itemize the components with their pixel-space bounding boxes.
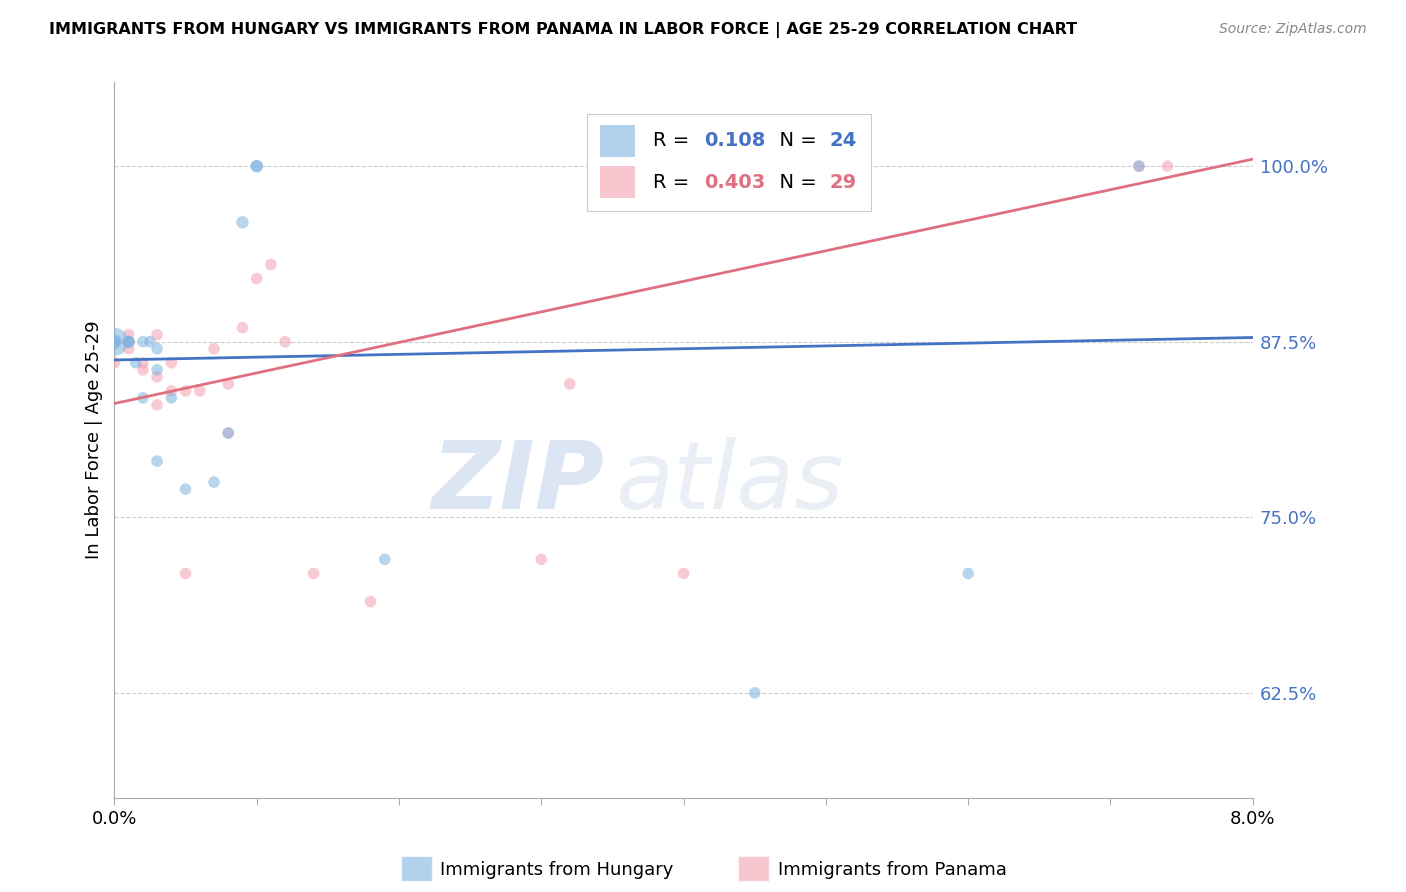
Point xyxy=(246,159,269,173)
Point xyxy=(117,327,139,342)
Point xyxy=(117,334,139,349)
Point xyxy=(146,398,169,412)
Point xyxy=(217,376,239,391)
Point xyxy=(103,356,125,370)
Point xyxy=(558,376,581,391)
Point xyxy=(132,356,155,370)
Point xyxy=(103,334,125,349)
Point xyxy=(117,334,139,349)
Point xyxy=(125,356,148,370)
Point xyxy=(957,566,980,581)
Point xyxy=(174,482,197,496)
Point xyxy=(217,425,239,440)
Point xyxy=(132,334,155,349)
Point xyxy=(103,334,125,349)
Text: atlas: atlas xyxy=(616,437,844,528)
Point xyxy=(231,215,253,229)
Point xyxy=(160,384,183,398)
Point xyxy=(160,391,183,405)
Text: IMMIGRANTS FROM HUNGARY VS IMMIGRANTS FROM PANAMA IN LABOR FORCE | AGE 25-29 COR: IMMIGRANTS FROM HUNGARY VS IMMIGRANTS FR… xyxy=(49,22,1077,38)
Point xyxy=(672,566,695,581)
Point xyxy=(146,369,169,384)
Point xyxy=(744,686,766,700)
Text: R =: R = xyxy=(652,173,696,192)
Text: ZIP: ZIP xyxy=(432,437,605,529)
Point xyxy=(117,342,139,356)
Bar xyxy=(586,114,872,211)
Point xyxy=(103,334,125,349)
Point xyxy=(374,552,396,566)
Y-axis label: In Labor Force | Age 25-29: In Labor Force | Age 25-29 xyxy=(86,321,103,559)
Point xyxy=(246,271,269,285)
Point xyxy=(146,342,169,356)
Point xyxy=(146,363,169,377)
Bar xyxy=(600,166,634,198)
Point xyxy=(174,566,197,581)
Text: R =: R = xyxy=(652,131,696,150)
Point xyxy=(231,320,253,334)
Point xyxy=(530,552,553,566)
Point xyxy=(274,334,297,349)
Point xyxy=(146,454,169,468)
Point xyxy=(260,257,283,271)
Bar xyxy=(600,125,634,157)
Text: Source: ZipAtlas.com: Source: ZipAtlas.com xyxy=(1219,22,1367,37)
Point xyxy=(202,342,225,356)
Point xyxy=(1156,159,1178,173)
Text: 24: 24 xyxy=(830,131,856,150)
Text: 0.403: 0.403 xyxy=(704,173,765,192)
Text: Immigrants from Hungary: Immigrants from Hungary xyxy=(440,861,673,879)
Text: 0.108: 0.108 xyxy=(704,131,765,150)
Point xyxy=(1128,159,1150,173)
Text: N =: N = xyxy=(766,131,823,150)
Point xyxy=(246,159,269,173)
Point xyxy=(146,327,169,342)
Point xyxy=(302,566,325,581)
Point xyxy=(117,334,139,349)
Point xyxy=(188,384,211,398)
Point xyxy=(117,334,139,349)
Point xyxy=(103,334,125,349)
Point xyxy=(132,391,155,405)
Point xyxy=(217,425,239,440)
Text: 29: 29 xyxy=(830,173,856,192)
Text: Immigrants from Panama: Immigrants from Panama xyxy=(778,861,1007,879)
Point xyxy=(174,384,197,398)
Point xyxy=(360,594,382,608)
Point xyxy=(132,363,155,377)
Text: N =: N = xyxy=(766,173,823,192)
Point xyxy=(160,356,183,370)
Point xyxy=(202,475,225,490)
Point xyxy=(139,334,162,349)
Point xyxy=(1128,159,1150,173)
